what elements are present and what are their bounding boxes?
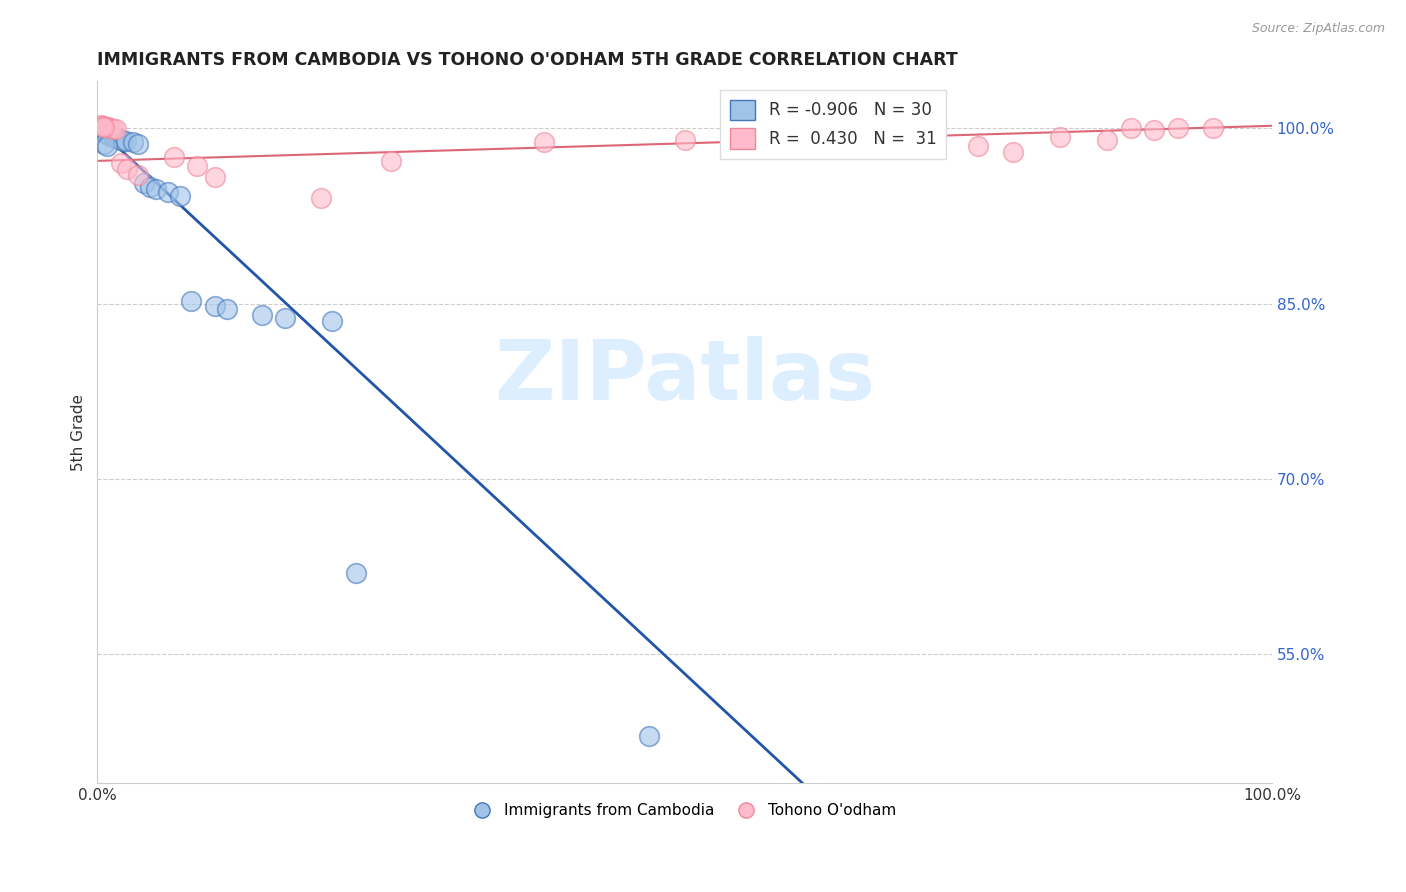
Point xyxy=(1202,121,1225,136)
Point xyxy=(101,129,124,144)
Point xyxy=(139,179,162,194)
Point xyxy=(93,137,115,152)
Point xyxy=(309,191,332,205)
Point xyxy=(97,120,120,134)
Point xyxy=(105,122,128,136)
Point xyxy=(733,123,755,137)
Text: Source: ZipAtlas.com: Source: ZipAtlas.com xyxy=(1251,22,1385,36)
Point xyxy=(169,189,191,203)
Point xyxy=(103,130,125,145)
Point xyxy=(1097,133,1119,147)
Point xyxy=(1002,145,1025,159)
Point xyxy=(91,125,114,139)
Point xyxy=(204,170,226,185)
Point xyxy=(107,131,129,145)
Point xyxy=(94,120,117,134)
Point xyxy=(96,138,118,153)
Point xyxy=(849,133,872,147)
Point xyxy=(101,122,124,136)
Point xyxy=(215,302,238,317)
Point xyxy=(673,133,696,147)
Point xyxy=(90,118,112,132)
Point xyxy=(638,729,661,743)
Point xyxy=(127,137,149,152)
Y-axis label: 5th Grade: 5th Grade xyxy=(72,393,86,471)
Point xyxy=(112,134,135,148)
Point xyxy=(156,186,179,200)
Point xyxy=(98,129,121,144)
Point xyxy=(115,162,138,177)
Point xyxy=(321,314,343,328)
Point xyxy=(967,138,990,153)
Point xyxy=(250,308,273,322)
Point xyxy=(204,299,226,313)
Point xyxy=(93,126,115,140)
Text: IMMIGRANTS FROM CAMBODIA VS TOHONO O'ODHAM 5TH GRADE CORRELATION CHART: IMMIGRANTS FROM CAMBODIA VS TOHONO O'ODH… xyxy=(97,51,957,69)
Point xyxy=(91,119,114,133)
Point xyxy=(163,150,186,164)
Point xyxy=(1167,121,1189,136)
Point xyxy=(344,566,367,580)
Point xyxy=(90,121,112,136)
Point xyxy=(180,294,202,309)
Point xyxy=(91,119,114,133)
Point xyxy=(98,121,121,136)
Point xyxy=(274,310,297,325)
Point xyxy=(908,135,931,149)
Point xyxy=(114,134,136,148)
Point xyxy=(121,135,143,149)
Point xyxy=(1049,130,1071,145)
Point xyxy=(105,130,128,145)
Point xyxy=(96,127,118,141)
Point xyxy=(533,135,555,149)
Legend: Immigrants from Cambodia, Tohono O'odham: Immigrants from Cambodia, Tohono O'odham xyxy=(467,797,903,824)
Point xyxy=(110,156,132,170)
Point xyxy=(98,128,121,143)
Point xyxy=(380,153,402,168)
Point xyxy=(186,159,208,173)
Point xyxy=(134,176,156,190)
Point xyxy=(790,127,813,141)
Point xyxy=(93,120,115,134)
Point xyxy=(145,182,167,196)
Text: ZIPatlas: ZIPatlas xyxy=(494,335,875,417)
Point xyxy=(1143,123,1166,137)
Point xyxy=(127,168,149,182)
Point xyxy=(1119,121,1142,136)
Point xyxy=(110,133,132,147)
